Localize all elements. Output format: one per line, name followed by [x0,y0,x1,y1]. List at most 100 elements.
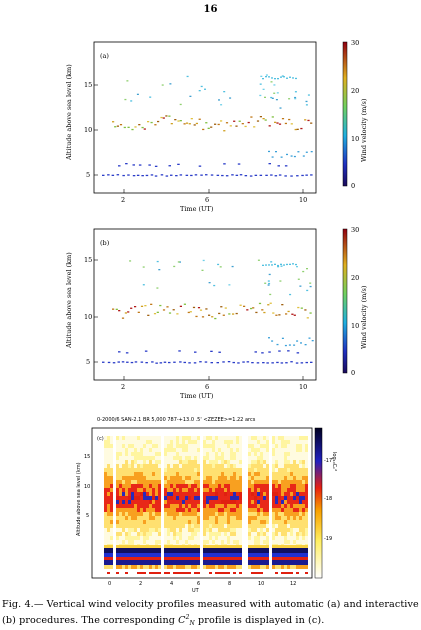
heatmap-cell [128,516,131,520]
heatmap-cell [290,524,293,528]
panel-b-cbar-tick: 0 [351,369,355,377]
heatmap-cell [194,492,197,496]
heatmap-cell [110,504,113,508]
heatmap-cell [188,545,191,548]
heatmap-cell [272,480,275,484]
heatmap-cell [293,480,296,484]
heatmap-cell [239,496,242,500]
heatmap-cell [122,540,125,544]
heatmap-cell [293,516,296,520]
heatmap-cell [170,520,173,524]
heatmap-cell [194,468,197,472]
profile-dash [190,118,193,120]
heatmap-cell [293,440,296,444]
panel-b-ylabel: Altitude above sea level (km) [65,252,73,349]
profile-dash [278,174,282,176]
heatmap-cell [290,452,293,456]
profile-dash [297,151,300,153]
heatmap-cell [167,464,170,468]
heatmap-cell [134,480,137,484]
heatmap-cell [302,557,305,560]
panel-a-xtick: 2 [121,196,125,204]
heatmap-cell [158,536,161,540]
heatmap-cell [119,496,122,500]
heatmap-cell [215,504,218,508]
heatmap-cell [191,516,194,520]
profile-dash [161,84,164,86]
heatmap-cell [281,492,284,496]
heatmap-cell [302,516,305,520]
profile-dash [179,361,182,363]
heatmap-cell [110,480,113,484]
heatmap-cell [305,476,308,480]
heatmap-cell [140,440,143,444]
heatmap-cell [272,516,275,520]
heatmap-cell [155,528,158,532]
heatmap-cell [239,448,242,452]
heatmap-cell [110,488,113,492]
heatmap-cell [230,484,233,488]
heatmap-cell [140,444,143,448]
profile-dash [116,125,119,127]
heatmap-cell [221,440,224,444]
heatmap-cell [251,456,254,460]
heatmap-cell [152,520,155,524]
heatmap-cell [266,532,269,536]
heatmap-cell [203,488,206,492]
heatmap-cell [116,472,119,476]
heatmap-cell [260,496,263,500]
heatmap-cell [137,436,140,440]
heatmap-cell [137,500,140,504]
heatmap-cell [278,512,281,516]
heatmap-cell [143,528,146,532]
heatmap-cell [254,528,257,532]
heatmap-cell [152,472,155,476]
heatmap-cell [158,572,161,574]
heatmap-cell [224,476,227,480]
heatmap-cell [167,560,170,565]
profile-dash [163,361,167,363]
heatmap-cell [230,504,233,508]
heatmap-cell [209,536,212,540]
heatmap-cell [152,480,155,484]
heatmap-cell [278,524,281,528]
heatmap-cell [302,504,305,508]
heatmap-cell [146,496,149,500]
heatmap-cell [248,460,251,464]
profile-dash [250,116,253,118]
profile-dash [277,266,280,268]
heatmap-cell [137,488,140,492]
heatmap-cell [164,553,167,557]
heatmap-cell [296,512,299,516]
heatmap-cell [182,488,185,492]
profile-dash [283,264,285,266]
profile-dash [261,352,264,354]
heatmap-cell [221,565,224,569]
heatmap-cell [254,536,257,540]
heatmap-cell [224,508,227,512]
heatmap-cell [182,496,185,500]
heatmap-cell [290,472,293,476]
heatmap-cell [167,540,170,544]
profile-dash [261,309,264,311]
heatmap-cell [257,464,260,468]
profile-dash [154,124,157,126]
heatmap-cell [107,516,110,520]
heatmap-cell [128,553,131,557]
heatmap-cell [305,444,308,448]
heatmap-cell [257,557,260,560]
heatmap-cell [215,452,218,456]
heatmap-cell [116,508,119,512]
heatmap-cell [215,448,218,452]
heatmap-cell [191,508,194,512]
heatmap-cell [125,496,128,500]
heatmap-cell [218,440,221,444]
heatmap-cell [257,560,260,565]
heatmap-cell [263,436,266,440]
profile-dash [274,263,276,265]
heatmap-cell [251,540,254,544]
heatmap-cell [182,472,185,476]
heatmap-cell [185,456,188,460]
heatmap-cell [302,456,305,460]
heatmap-cell [212,504,215,508]
